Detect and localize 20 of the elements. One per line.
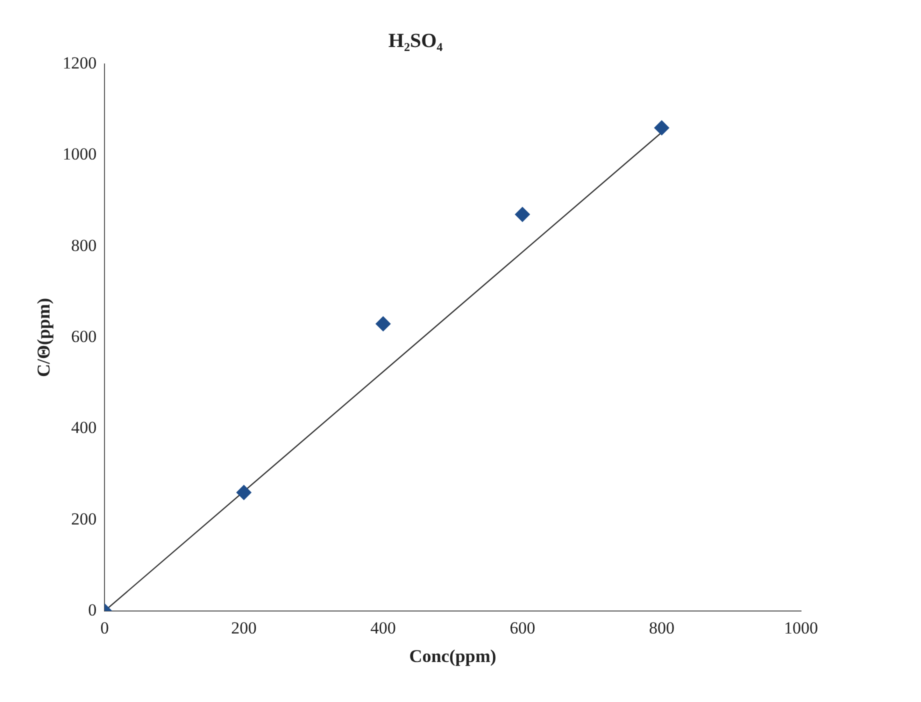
y-tick-label: 200: [71, 509, 97, 528]
point: [514, 206, 530, 222]
x-tick-label: 1000: [784, 618, 818, 638]
y-axis-title: C/Θ(ppm): [33, 298, 54, 378]
point: [376, 316, 391, 332]
point: [654, 120, 670, 136]
y-tick-label: 800: [71, 236, 97, 255]
y-tick-label: 600: [71, 326, 97, 346]
x-tick-label: 600: [510, 618, 536, 638]
y-tick-label: 1200: [62, 53, 97, 72]
point: [236, 484, 252, 500]
x-tick-label: 800: [648, 618, 674, 638]
y-tick-label: 0: [88, 600, 97, 620]
x-tick-label: 400: [370, 618, 396, 638]
chart-title: H₂SO₄: [388, 30, 443, 52]
x-axis-title: Conc(ppm): [409, 646, 496, 666]
x-tick-label: 200: [231, 618, 257, 638]
y-tick-label: 400: [71, 418, 97, 438]
x-tick-label: 0: [100, 618, 109, 638]
y-tick-label: 1000: [62, 144, 97, 164]
